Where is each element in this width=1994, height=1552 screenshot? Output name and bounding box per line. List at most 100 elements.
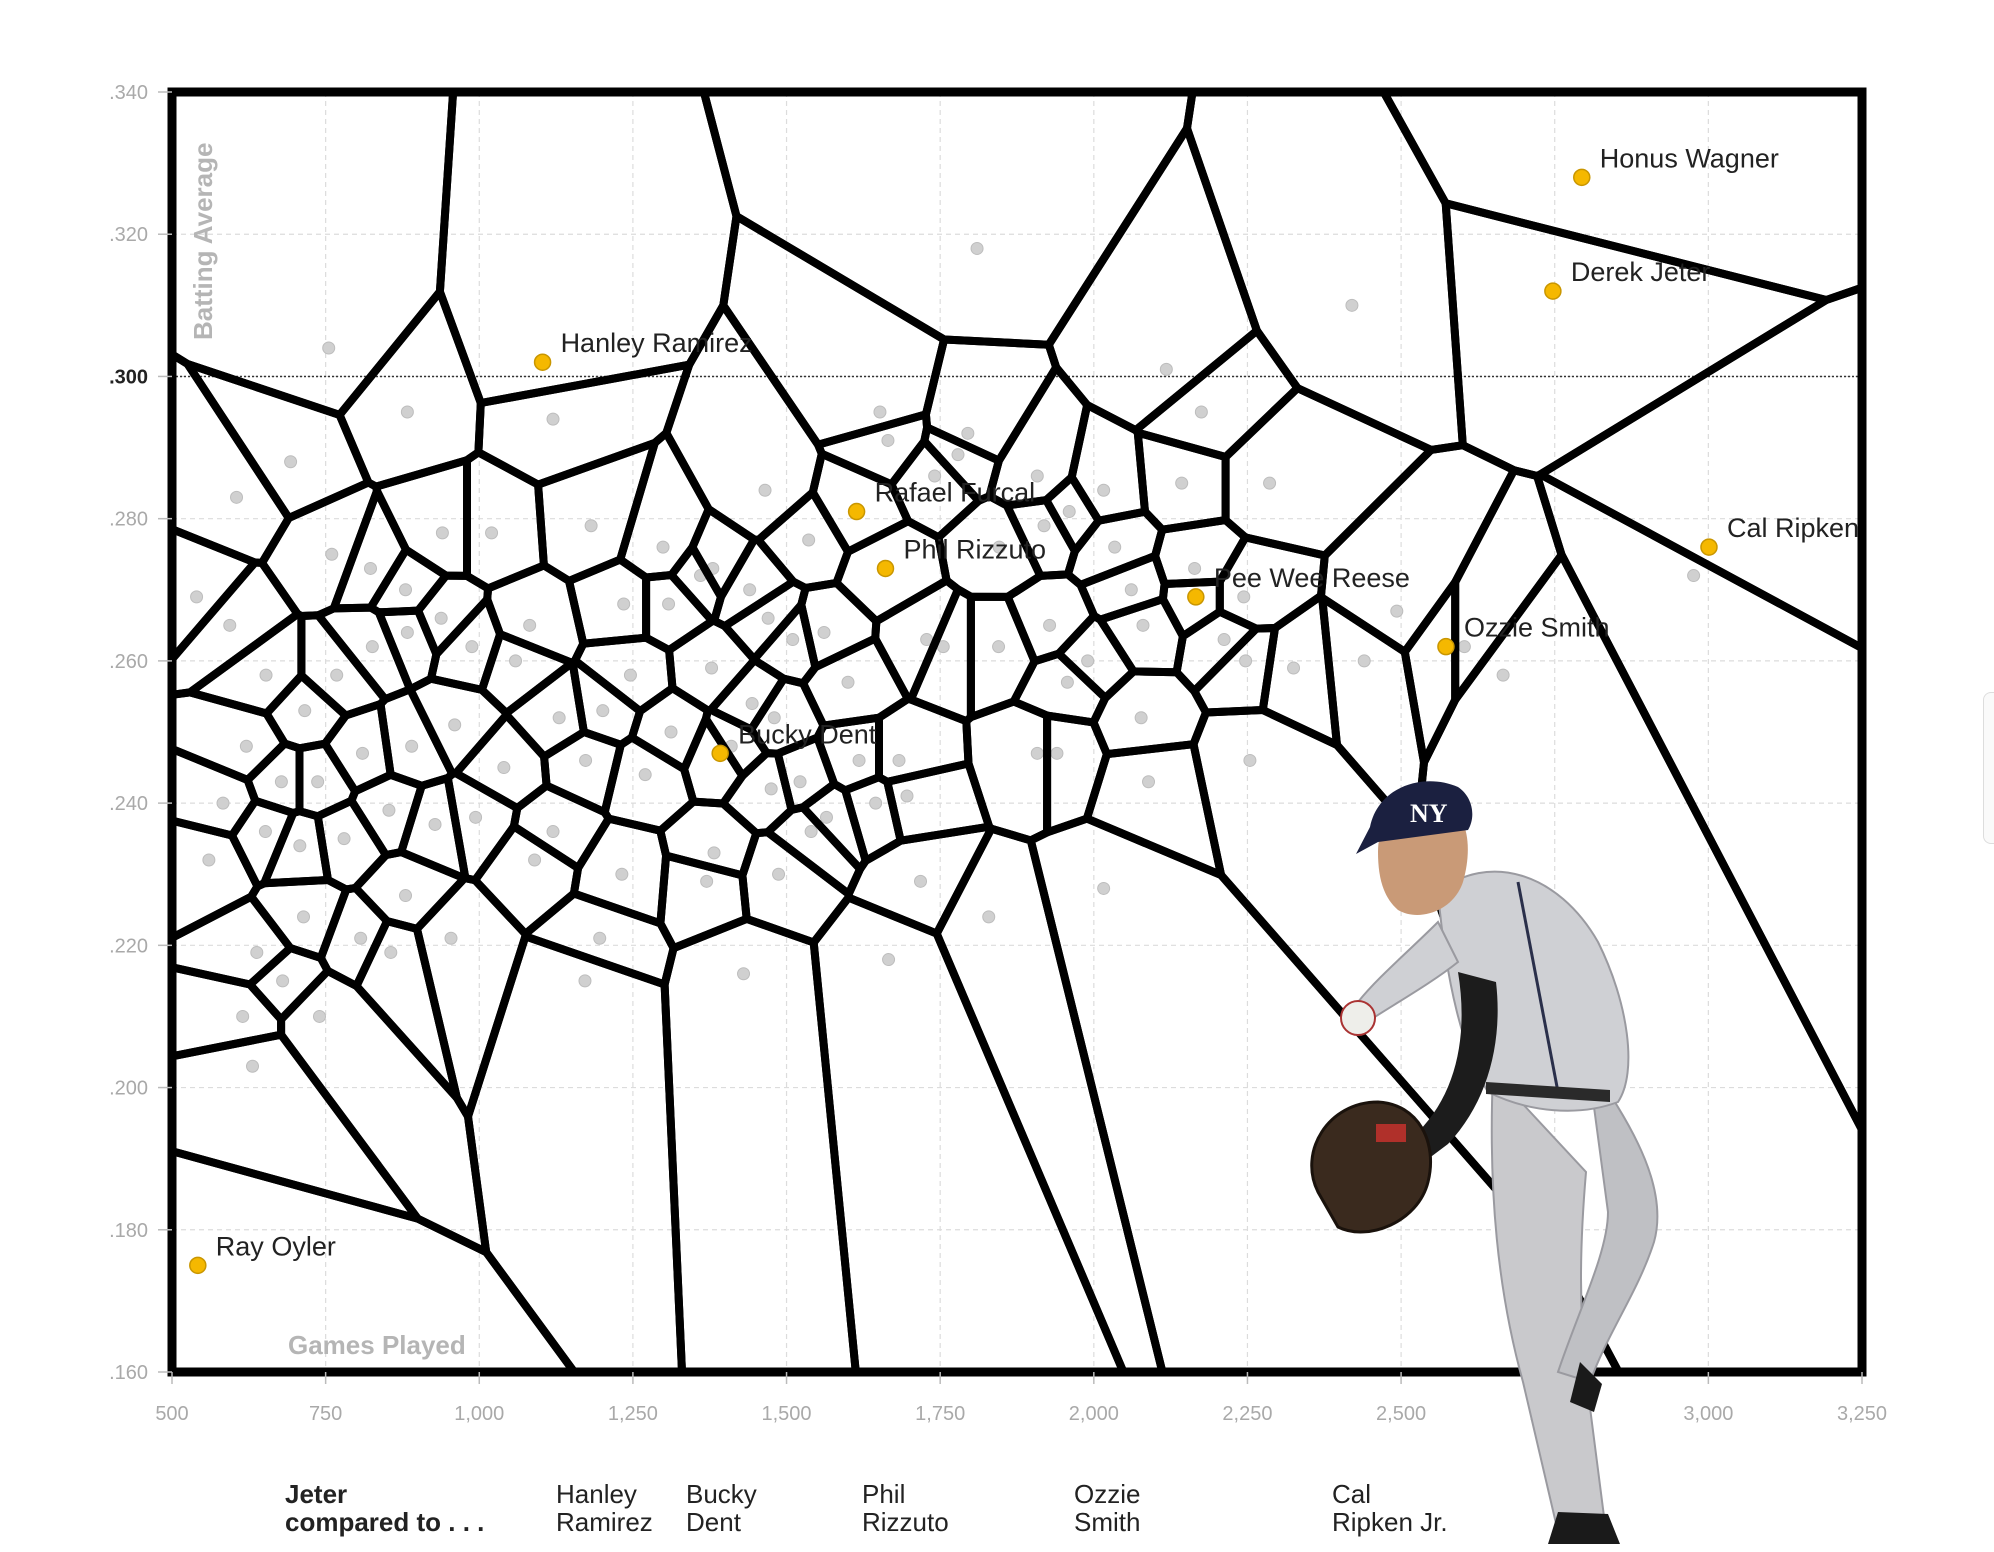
other-point: [1345, 298, 1359, 312]
other-point: [1030, 469, 1044, 483]
highlight-label: Pee Wee Reese: [1214, 563, 1410, 593]
other-point: [662, 597, 676, 611]
other-point: [786, 633, 800, 647]
other-point: [992, 640, 1006, 654]
other-point: [802, 533, 816, 547]
other-point: [1134, 711, 1148, 725]
other-point: [1142, 775, 1156, 789]
voronoi-cell: [1067, 401, 1149, 525]
other-point: [509, 654, 523, 668]
other-point: [1097, 483, 1111, 497]
other-point: [961, 426, 975, 440]
x-tick-label: 1,750: [915, 1403, 965, 1425]
other-point: [758, 483, 772, 497]
voronoi-cell: [351, 848, 469, 933]
voronoi-cell: [814, 410, 932, 489]
highlight-point: [1187, 588, 1205, 606]
other-point: [1496, 668, 1510, 682]
other-point: [578, 974, 592, 988]
other-point: [928, 469, 942, 483]
other-point: [399, 583, 413, 597]
voronoi-cell: [1183, 88, 1467, 454]
other-point: [428, 817, 442, 831]
voronoi-cell: [667, 543, 725, 625]
other-point: [656, 540, 670, 554]
other-point: [914, 874, 928, 888]
other-point: [216, 796, 230, 810]
other-point: [1237, 590, 1251, 604]
voronoi-cell: [934, 492, 1045, 601]
other-point: [1194, 405, 1208, 419]
voronoi-cell: [1044, 124, 1261, 435]
voronoi-cell: [966, 592, 1039, 722]
highlight-point: [1700, 538, 1718, 556]
other-point: [236, 1009, 250, 1023]
other-point: [230, 490, 244, 504]
other-point: [1687, 569, 1701, 583]
other-point: [1037, 519, 1051, 533]
voronoi-cell: [660, 914, 860, 1376]
other-point: [400, 405, 414, 419]
voronoi-cell: [168, 525, 259, 664]
y-tick-label: .280: [109, 509, 148, 531]
voronoi-cell: [168, 350, 293, 567]
voronoi-cell: [329, 487, 410, 613]
voronoi-cell: [1076, 551, 1169, 624]
other-point: [356, 746, 370, 760]
voronoi-cell: [321, 700, 395, 796]
other-point: [869, 796, 883, 810]
y-axis-ticks: .160 .180 .200 .220 .240 .260 .280 .300 .320 .340: [109, 82, 172, 1384]
voronoi-cell: [168, 1030, 422, 1223]
compare-hanley-ramirez[interactable]: Hanley Ramirez: [556, 1479, 653, 1537]
other-point: [1124, 583, 1138, 597]
x-tick-label: 500: [155, 1403, 188, 1425]
highlight-point: [876, 559, 895, 578]
other-points: [190, 241, 1701, 1073]
other-point: [354, 931, 368, 945]
y-tick-label: .340: [109, 82, 148, 104]
compare-bucky-dent[interactable]: Bucky Dent: [686, 1479, 757, 1537]
compare-cal-ripken-jr[interactable]: Cal Ripken Jr.: [1332, 1479, 1448, 1537]
highlight-point: [189, 1256, 207, 1275]
other-point: [1287, 661, 1301, 675]
other-point: [873, 405, 887, 419]
other-point: [469, 810, 483, 824]
other-point: [900, 789, 914, 803]
x-tick-label: 1,500: [762, 1403, 812, 1425]
voronoi-cell: [701, 705, 771, 780]
other-point: [311, 775, 325, 789]
voronoi-cell: [295, 739, 360, 821]
comparison-nav: Jeter compared to . . . Hanley Ramirez B…: [0, 1468, 1994, 1552]
other-point: [298, 704, 312, 718]
other-point: [325, 547, 339, 561]
voronoi-cell: [600, 733, 698, 835]
y-tick-label: .200: [109, 1078, 148, 1100]
y-tick-label: .220: [109, 935, 148, 957]
other-point: [485, 526, 499, 540]
other-point: [1108, 540, 1122, 554]
other-point: [852, 753, 866, 767]
voronoi-cell: [1082, 740, 1226, 880]
comparison-heading: Jeter compared to . . .: [285, 1479, 485, 1537]
plot-border: [167, 87, 1867, 1377]
compare-ozzie-smith[interactable]: Ozzie Smith: [1074, 1479, 1141, 1537]
scroll-tab[interactable]: [1983, 692, 1994, 844]
other-point: [258, 825, 272, 839]
voronoi-cell: [464, 932, 686, 1376]
compare-phil-rizzuto[interactable]: Phil Rizzuto: [862, 1479, 949, 1537]
other-point: [1043, 618, 1057, 632]
other-point: [819, 810, 833, 824]
other-point: [882, 953, 896, 967]
other-point: [202, 853, 216, 867]
voronoi-cell: [168, 688, 289, 784]
other-point: [804, 825, 818, 839]
y-tick-label: .260: [109, 651, 148, 673]
voronoi-cell: [1536, 283, 1866, 653]
other-point: [246, 1059, 260, 1073]
other-point: [737, 967, 751, 981]
other-point: [1175, 476, 1189, 490]
voronoi-cell: [1215, 533, 1329, 633]
other-point: [497, 761, 511, 775]
voronoi-cell: [1221, 384, 1435, 560]
